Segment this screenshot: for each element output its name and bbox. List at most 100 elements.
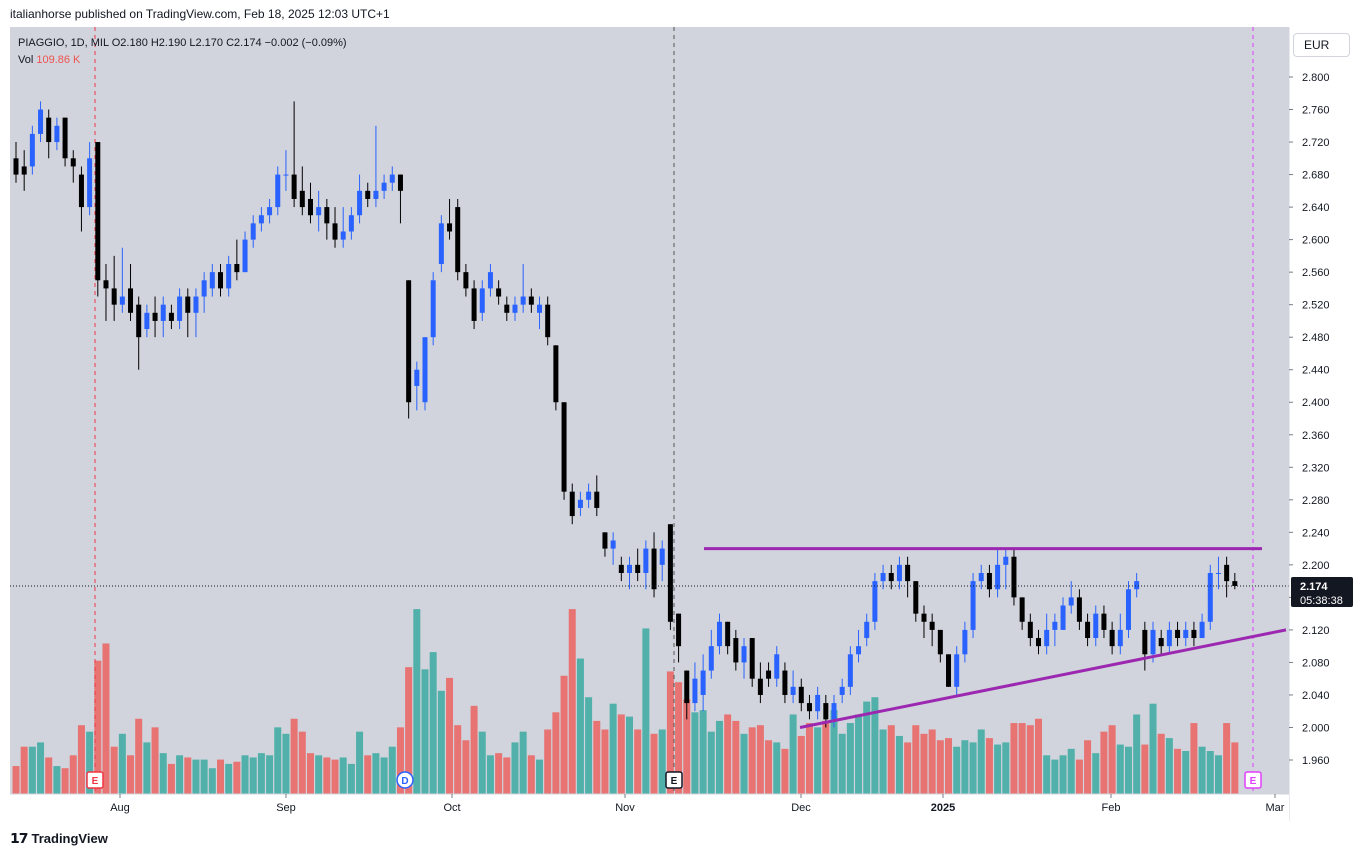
- volume-bar: [707, 731, 715, 794]
- candle-body: [725, 621, 731, 647]
- volume-bar: [1043, 755, 1051, 794]
- volume-bar: [732, 720, 740, 794]
- candle-body: [46, 117, 52, 143]
- volume-legend: Vol 109.86 K: [18, 52, 347, 69]
- volume-bar: [855, 714, 863, 794]
- volume-bar: [781, 748, 789, 794]
- dividend-marker-icon: [396, 771, 414, 789]
- earnings-marker-icon: [1244, 771, 1262, 789]
- volume-bar: [470, 705, 478, 794]
- volume-bar: [1035, 718, 1042, 794]
- volume-bar: [282, 733, 290, 794]
- volume-bar: [1198, 746, 1206, 794]
- volume-bar: [28, 746, 36, 794]
- candle-body: [397, 174, 403, 191]
- volume-bar: [863, 701, 871, 794]
- candle-body: [995, 564, 1001, 590]
- price-tick-label: 2.640: [1302, 202, 1330, 214]
- volume-bar: [233, 761, 241, 794]
- price-tick-label: 2.240: [1302, 527, 1330, 539]
- volume-bar: [421, 669, 429, 794]
- price-tick-label: 1.960: [1302, 755, 1330, 767]
- time-tick-label: Dec: [791, 802, 811, 814]
- candle-body: [87, 158, 93, 208]
- candle-body: [340, 231, 346, 240]
- candle-body: [168, 312, 174, 321]
- candle-body: [70, 158, 76, 167]
- candle-body: [635, 564, 641, 573]
- candle-body: [749, 638, 755, 679]
- candle-body: [1027, 621, 1033, 639]
- candle-body: [1215, 572, 1221, 574]
- volume-bar: [626, 716, 633, 794]
- volume-bar: [1182, 751, 1190, 794]
- candle-body: [659, 548, 665, 565]
- marker-label: D: [401, 776, 408, 787]
- candles-layer: [13, 101, 1238, 728]
- candle-body: [937, 629, 943, 655]
- candle-body: [1085, 621, 1091, 639]
- candle-body: [463, 272, 469, 289]
- candle-body: [823, 703, 829, 720]
- volume-bar: [495, 753, 503, 794]
- volume-bar: [1141, 744, 1149, 794]
- candle-body: [528, 296, 534, 305]
- volume-bar: [1165, 738, 1173, 794]
- candle-body: [78, 174, 84, 208]
- volume-bar: [1100, 731, 1108, 794]
- candle-body: [487, 272, 493, 289]
- volume-bar: [1002, 742, 1010, 794]
- candle-body: [586, 491, 592, 500]
- chart-area[interactable]: E D E E 2.800 2.760 2.720 2.680 2.640 2.600 2.560…: [10, 27, 1355, 821]
- candle-body: [242, 239, 248, 273]
- volume-bar: [724, 714, 732, 794]
- candle-body: [880, 572, 886, 582]
- candle-body: [847, 654, 853, 687]
- time-tick-label: Aug: [110, 802, 130, 814]
- candle-body: [520, 296, 526, 305]
- candle-body: [594, 491, 600, 508]
- volume-bar: [1214, 755, 1222, 794]
- volume-bar: [642, 628, 650, 794]
- price-tick-label: 2.800: [1302, 72, 1330, 84]
- volume-layer: [12, 609, 1239, 794]
- candle-body: [258, 215, 264, 224]
- plot-background: [10, 27, 1289, 794]
- volume-bar: [773, 742, 781, 794]
- volume-bar: [331, 759, 339, 794]
- volume-bar: [789, 714, 797, 794]
- price-tick-label: 2.120: [1302, 625, 1330, 637]
- price-chart[interactable]: E D E E 2.800 2.760 2.720 2.680 2.640 2.600 2.560…: [10, 27, 1355, 821]
- candle-body: [38, 109, 44, 134]
- volume-bar: [503, 757, 511, 794]
- volume-bar: [388, 746, 396, 794]
- currency-button[interactable]: EUR: [1293, 33, 1350, 57]
- volume-bar: [765, 740, 773, 794]
- volume-bar: [110, 746, 118, 794]
- volume-bar: [1018, 723, 1026, 794]
- candle-body: [733, 638, 739, 663]
- price-tick-label: 2.320: [1302, 462, 1330, 474]
- price-tick-label: 2.440: [1302, 365, 1330, 377]
- candle-body: [1076, 597, 1082, 622]
- volume-value: 109.86 K: [36, 54, 81, 66]
- candle-body: [905, 564, 911, 582]
- candle-body: [29, 133, 35, 167]
- volume-bar: [61, 768, 69, 794]
- candle-body: [1191, 629, 1197, 639]
- candle-body: [357, 190, 363, 216]
- volume-bar: [323, 757, 331, 794]
- volume-bar: [184, 757, 192, 794]
- volume-bar: [37, 742, 45, 794]
- volume-bar: [568, 609, 576, 794]
- volume-bar: [12, 766, 20, 794]
- volume-bar: [1026, 725, 1034, 794]
- volume-bar: [691, 712, 699, 794]
- candle-body: [389, 174, 395, 183]
- candle-body: [610, 540, 616, 549]
- candle-body: [430, 280, 436, 338]
- candle-body: [888, 572, 894, 582]
- volume-bar: [380, 757, 388, 794]
- candle-body: [13, 158, 19, 175]
- candle-body: [422, 337, 428, 403]
